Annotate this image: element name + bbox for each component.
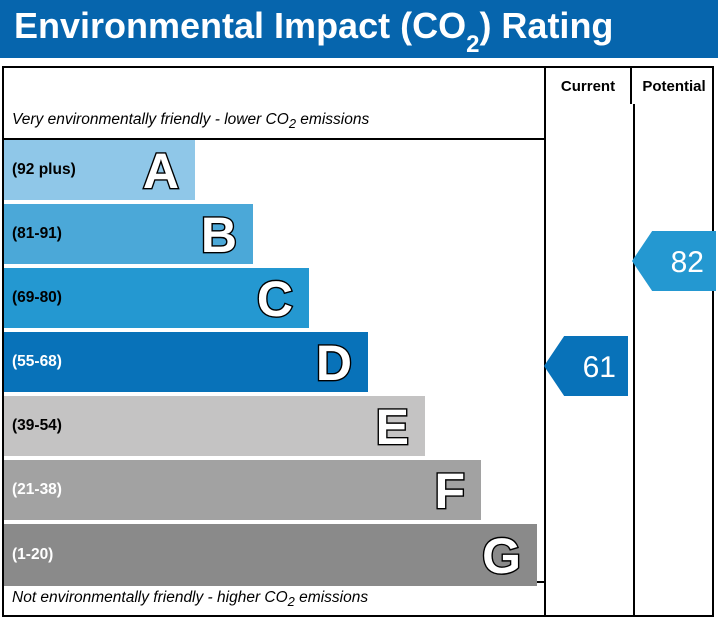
svg-text:F: F [434,463,465,519]
svg-text:E: E [376,399,409,455]
svg-text:D: D [316,335,352,391]
svg-text:61: 61 [583,351,616,384]
svg-text:A: A [143,143,179,199]
svg-text:B: B [201,207,237,263]
svg-text:G: G [482,528,521,584]
svg-text:82: 82 [671,246,704,279]
svg-text:C: C [257,271,293,327]
